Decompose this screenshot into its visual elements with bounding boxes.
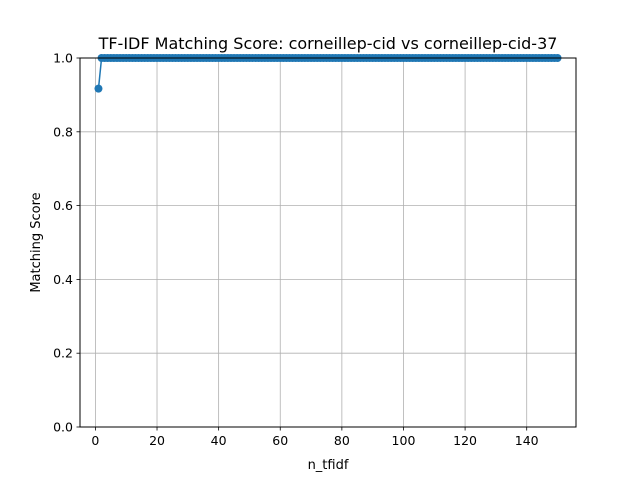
x-tick-label: 20 <box>149 433 165 448</box>
y-tick-label: 0.0 <box>53 420 73 435</box>
axis-ticks: 0 20 40 60 80 100 120 140 0.0 0.2 0.4 0.6 0.8 1.0 <box>53 51 539 449</box>
x-tick-label: 100 <box>392 433 416 448</box>
x-tick-label: 120 <box>453 433 477 448</box>
plot-frame <box>79 57 577 428</box>
x-axis-label: n_tfidf <box>308 458 349 473</box>
x-tick-label: 40 <box>211 433 227 448</box>
x-tick-label: 0 <box>91 433 99 448</box>
x-tick-label: 140 <box>515 433 539 448</box>
y-tick-label: 1.0 <box>53 51 73 66</box>
x-tick-label: 80 <box>334 433 350 448</box>
x-tick-label: 60 <box>272 433 288 448</box>
data-point <box>94 84 103 93</box>
y-tick-label: 0.8 <box>53 124 73 139</box>
y-tick-label: 0.6 <box>53 198 73 213</box>
y-axis-label: Matching Score <box>29 192 44 292</box>
y-tick-label: 0.4 <box>53 272 73 287</box>
y-tick-label: 0.2 <box>53 346 73 361</box>
chart-title: TF-IDF Matching Score: corneillep-cid vs… <box>98 34 558 53</box>
